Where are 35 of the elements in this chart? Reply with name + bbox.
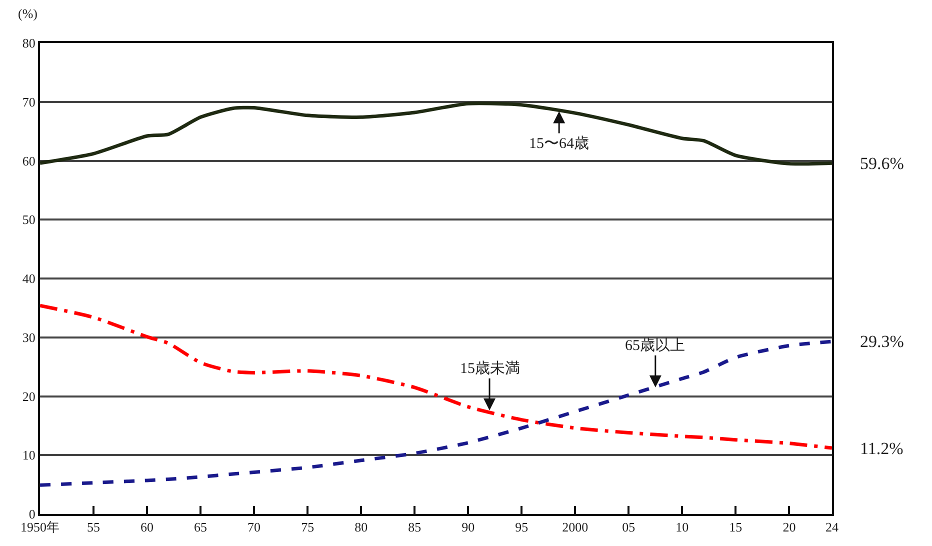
y-tick-label: 50 xyxy=(22,212,36,228)
x-tick-label: 55 xyxy=(87,520,100,535)
x-tick-label: 80 xyxy=(354,520,368,535)
x-tick-label: 85 xyxy=(408,520,422,535)
line-series xyxy=(40,102,832,166)
y-tick-label: 40 xyxy=(22,271,36,286)
x-tick-label: 65 xyxy=(194,520,208,535)
x-tick-label: 70 xyxy=(248,520,261,535)
x-tick-label: 2000 xyxy=(562,520,588,535)
line-series xyxy=(40,340,832,487)
x-tick-label: 15 xyxy=(729,520,742,535)
y-tick-label: 80 xyxy=(22,36,36,51)
annotation: 11.2% xyxy=(860,439,904,458)
x-tick-label: 05 xyxy=(622,520,636,535)
y-axis-title: (%) xyxy=(18,6,38,21)
x-tick-label: 95 xyxy=(515,520,528,535)
x-tick-label: 75 xyxy=(301,520,314,535)
x-tick-label: 1950年 xyxy=(20,520,60,535)
annotation: 15〜64歳 xyxy=(529,135,589,152)
y-tick-label: 70 xyxy=(22,94,36,110)
annotation: 59.6% xyxy=(860,154,904,173)
y-tick-label: 30 xyxy=(22,330,36,345)
y-tick-label: 10 xyxy=(22,448,36,463)
y-tick-label: 60 xyxy=(22,153,36,168)
x-tick-label: 24 xyxy=(826,520,839,535)
y-tick-label: 0 xyxy=(28,506,36,522)
y-tick-label: 20 xyxy=(22,388,36,404)
x-tick-label: 90 xyxy=(462,520,475,535)
x-tick-label: 10 xyxy=(676,520,689,535)
annotation: 65歳以上 xyxy=(625,337,685,354)
line-series xyxy=(40,304,832,450)
annotation: 29.3% xyxy=(860,332,904,351)
x-tick-label: 60 xyxy=(140,520,154,535)
annotation: 15歳未満 xyxy=(460,360,520,377)
x-tick-label: 20 xyxy=(782,520,796,535)
